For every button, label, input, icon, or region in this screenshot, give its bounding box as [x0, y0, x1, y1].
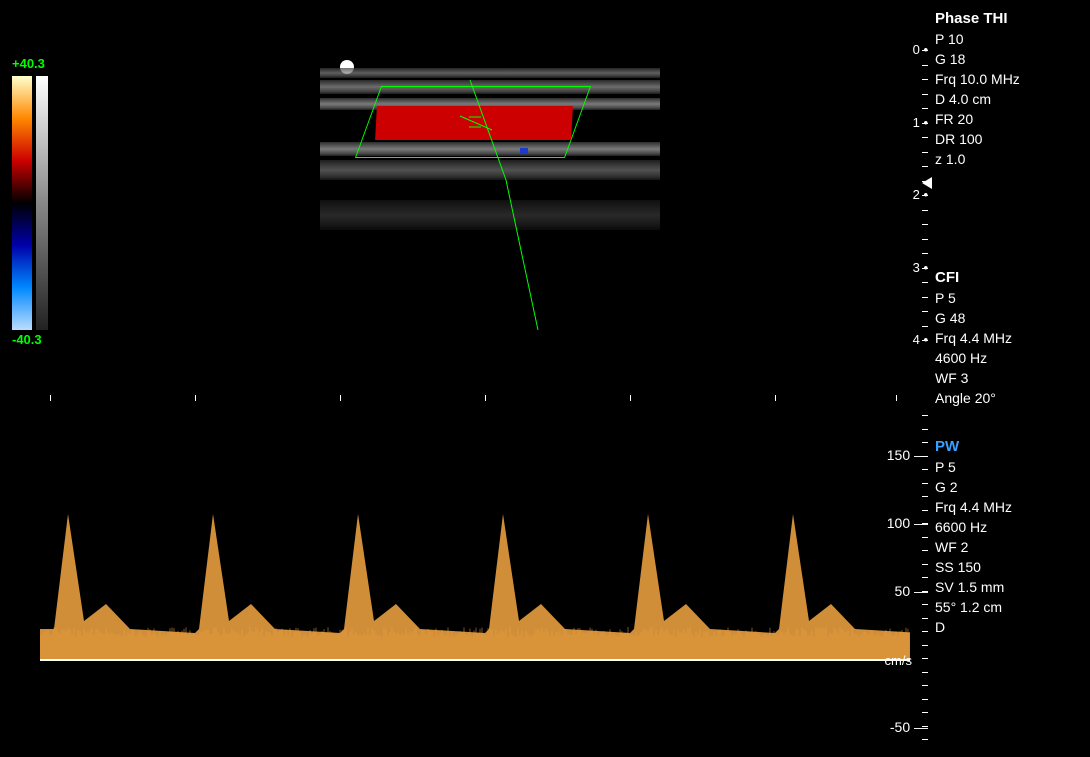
depth-minor-tick	[922, 282, 928, 283]
velocity-minor-tick	[922, 631, 928, 632]
depth-minor-tick	[922, 94, 928, 95]
velocity-minor-tick	[922, 618, 928, 619]
velocity-minor-tick	[922, 456, 928, 457]
pw-param-line: SV 1.5 mm	[935, 577, 1080, 597]
velocity-minor-tick	[922, 550, 928, 551]
depth-minor-tick	[922, 108, 928, 109]
depth-minor-tick	[922, 340, 928, 341]
velocity-minor-tick	[922, 523, 928, 524]
velocity-minor-tick	[922, 442, 928, 443]
velocity-minor-tick	[922, 496, 928, 497]
velocity-minor-tick	[922, 726, 928, 727]
velocity-minor-tick	[922, 685, 928, 686]
doppler-cursor[interactable]	[320, 50, 660, 350]
pw-param-line: SS 150	[935, 557, 1080, 577]
velocity-minor-tick	[922, 591, 928, 592]
phase-param-line: G 18	[935, 49, 1080, 69]
color-scale-min: -40.3	[12, 332, 42, 347]
velocity-minor-tick	[922, 577, 928, 578]
phase-param-line: Frq 10.0 MHz	[935, 69, 1080, 89]
depth-minor-tick	[922, 268, 928, 269]
velocity-minor-tick	[922, 672, 928, 673]
pw-param-line: 6600 Hz	[935, 517, 1080, 537]
phase-param-line: FR 20	[935, 109, 1080, 129]
pw-param-line: D	[935, 617, 1080, 637]
spectral-doppler[interactable]	[40, 395, 910, 735]
phase-param-line: z 1.0	[935, 149, 1080, 169]
velocity-minor-tick	[922, 604, 928, 605]
depth-minor-tick	[922, 152, 928, 153]
depth-minor-tick	[922, 326, 928, 327]
phase-param-line: DR 100	[935, 129, 1080, 149]
velocity-minor-tick	[922, 429, 928, 430]
depth-minor-tick	[922, 166, 928, 167]
phase-title: Phase THI	[935, 10, 1080, 27]
velocity-minor-tick	[922, 658, 928, 659]
velocity-minor-tick	[922, 564, 928, 565]
gray-scale-bar	[36, 76, 48, 330]
parameter-panel: Phase THI P 10G 18Frq 10.0 MHzD 4.0 cmFR…	[935, 10, 1080, 655]
focus-marker[interactable]	[922, 177, 932, 189]
color-scale-max: +40.3	[12, 56, 45, 71]
cfi-param-line: 4600 Hz	[935, 348, 1080, 368]
cfi-title: CFI	[935, 269, 1080, 286]
depth-minor-tick	[922, 137, 928, 138]
velocity-minor-tick	[922, 483, 928, 484]
phase-params: Phase THI P 10G 18Frq 10.0 MHzD 4.0 cmFR…	[935, 10, 1080, 169]
cfi-param-line: G 48	[935, 308, 1080, 328]
velocity-minor-tick	[922, 415, 928, 416]
velocity-minor-tick	[922, 645, 928, 646]
velocity-unit-label: cm/s	[885, 653, 912, 668]
depth-minor-tick	[922, 123, 928, 124]
velocity-minor-tick	[922, 712, 928, 713]
phase-param-line: P 10	[935, 29, 1080, 49]
cfi-params: CFI P 5G 48Frq 4.4 MHz4600 HzWF 3Angle 2…	[935, 269, 1080, 408]
depth-minor-tick	[922, 210, 928, 211]
velocity-minor-tick	[922, 469, 928, 470]
doppler-waveform	[40, 395, 910, 735]
pw-params: PW P 5G 2Frq 4.4 MHz6600 HzWF 2SS 150SV …	[935, 438, 1080, 637]
depth-minor-tick	[922, 253, 928, 254]
pw-param-line: Frq 4.4 MHz	[935, 497, 1080, 517]
color-scale-bar	[12, 76, 32, 330]
bmode-image[interactable]	[320, 50, 660, 350]
phase-param-line: D 4.0 cm	[935, 89, 1080, 109]
velocity-tick: -50 —	[890, 719, 928, 735]
pw-title: PW	[935, 438, 1080, 455]
cfi-param-line: WF 3	[935, 368, 1080, 388]
depth-minor-tick	[922, 195, 928, 196]
pw-param-line: WF 2	[935, 537, 1080, 557]
velocity-minor-tick	[922, 537, 928, 538]
cfi-param-line: Angle 20°	[935, 388, 1080, 408]
cfi-param-line: Frq 4.4 MHz	[935, 328, 1080, 348]
velocity-minor-tick	[922, 699, 928, 700]
pw-param-line: G 2	[935, 477, 1080, 497]
depth-minor-tick	[922, 239, 928, 240]
pw-param-line: 55° 1.2 cm	[935, 597, 1080, 617]
velocity-minor-tick	[922, 510, 928, 511]
depth-minor-tick	[922, 224, 928, 225]
depth-minor-tick	[922, 297, 928, 298]
depth-minor-tick	[922, 79, 928, 80]
pw-param-line: P 5	[935, 457, 1080, 477]
depth-minor-tick	[922, 311, 928, 312]
velocity-minor-tick	[922, 739, 928, 740]
depth-minor-tick	[922, 50, 928, 51]
cfi-param-line: P 5	[935, 288, 1080, 308]
depth-minor-tick	[922, 65, 928, 66]
